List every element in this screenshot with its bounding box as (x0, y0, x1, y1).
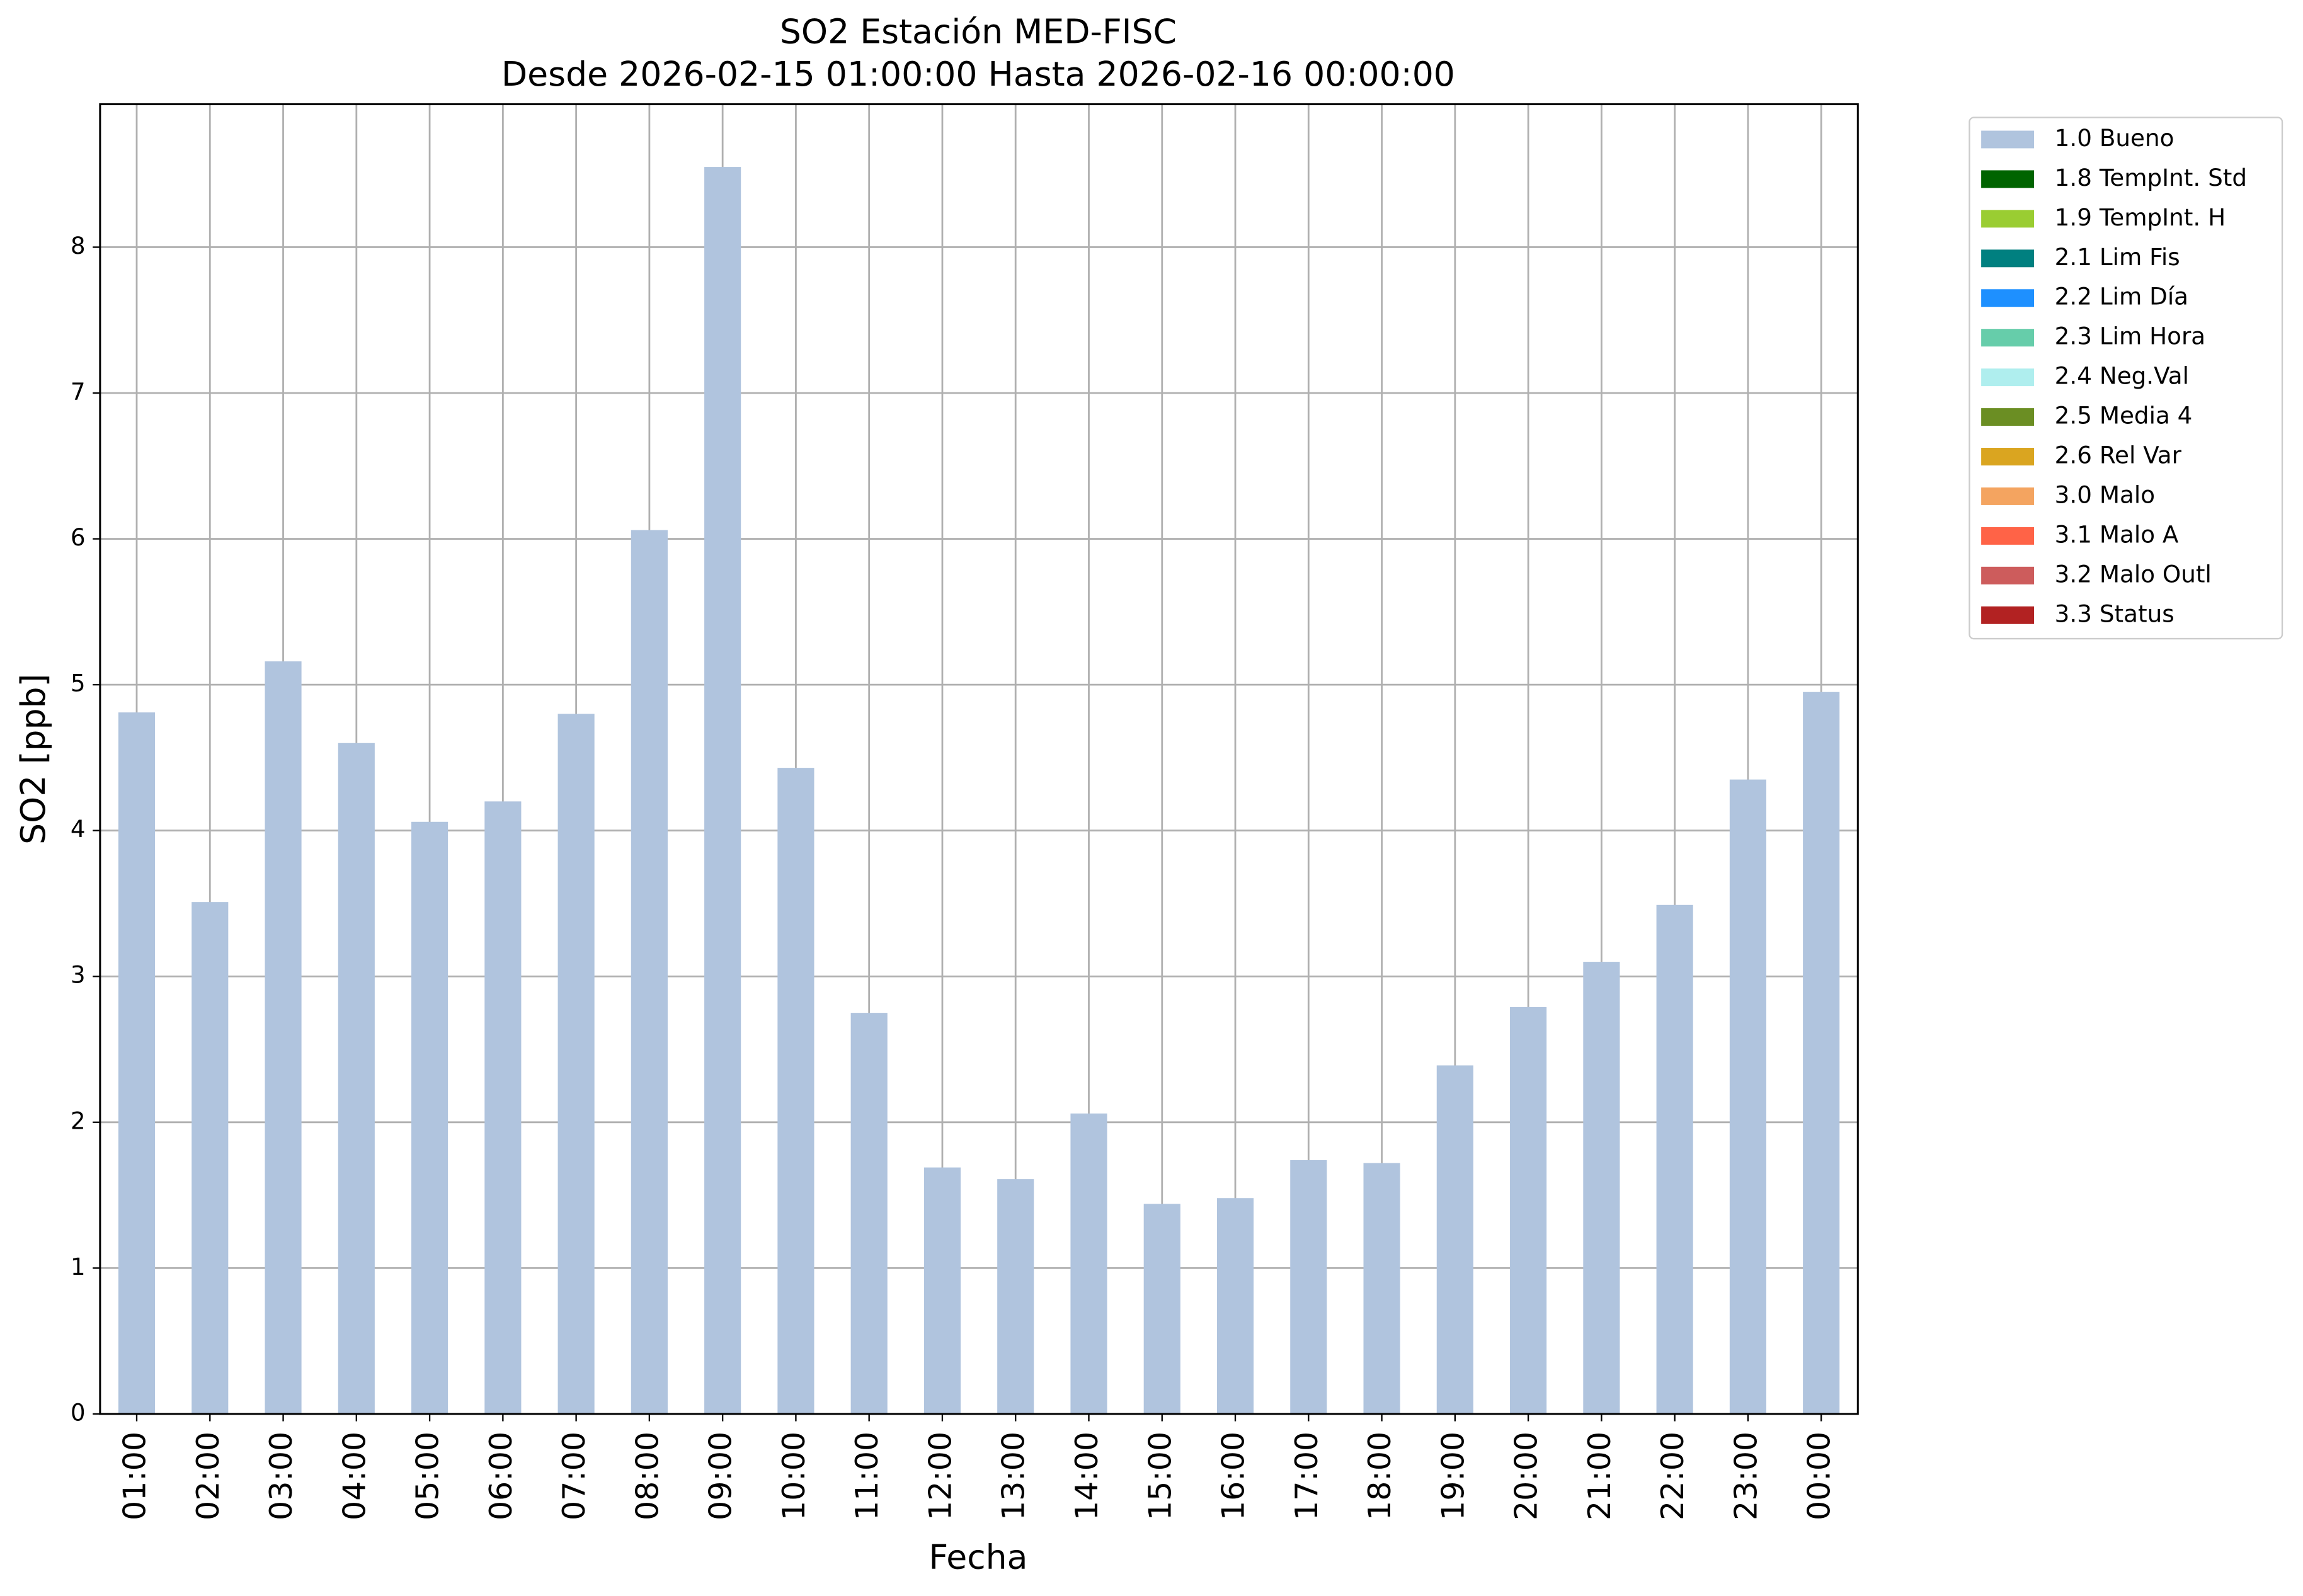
x-tick-label: 06:00 (483, 1432, 519, 1520)
chart-subtitle: Desde 2026-02-15 01:00:00 Hasta 2026-02-… (501, 54, 1455, 94)
legend-label: 2.3 Lim Hora (2055, 322, 2205, 350)
x-tick-label: 22:00 (1655, 1432, 1691, 1520)
legend-swatch (1981, 566, 2035, 584)
y-tick-label: 2 (71, 1107, 86, 1134)
legend-swatch (1981, 368, 2035, 387)
bar (923, 1167, 961, 1414)
y-tick-label: 4 (71, 815, 86, 843)
legend-swatch (1981, 329, 2035, 347)
legend-label: 1.8 TempInt. Std (2055, 164, 2247, 191)
y-tick-label: 0 (71, 1398, 86, 1426)
x-tick-label: 21:00 (1582, 1432, 1618, 1520)
x-tick-label: 09:00 (703, 1432, 739, 1520)
bar (1803, 692, 1840, 1414)
y-tick-label: 1 (71, 1253, 86, 1280)
x-tick-label: 02:00 (190, 1432, 226, 1520)
legend-label: 3.3 Status (2055, 600, 2174, 627)
bar (557, 714, 595, 1414)
bar (484, 801, 522, 1414)
bar (1510, 1006, 1547, 1414)
legend-label: 2.4 Neg.Val (2055, 362, 2189, 390)
y-tick-label: 7 (71, 378, 86, 406)
x-tick-label: 15:00 (1142, 1432, 1178, 1520)
legend-label: 3.0 Malo (2055, 481, 2155, 508)
legend-label: 2.6 Rel Var (2055, 441, 2182, 469)
x-tick-label: 00:00 (1802, 1432, 1837, 1520)
bar (338, 743, 375, 1414)
legend-swatch (1981, 487, 2035, 505)
x-tick-label: 17:00 (1289, 1432, 1325, 1520)
x-tick-label: 01:00 (117, 1432, 153, 1520)
bar (704, 167, 741, 1414)
x-tick-label: 04:00 (336, 1432, 372, 1520)
legend-swatch (1981, 448, 2035, 465)
bar (118, 712, 156, 1414)
legend-swatch (1981, 210, 2035, 228)
legend-swatch (1981, 408, 2035, 426)
bar (997, 1179, 1034, 1414)
x-tick-label: 10:00 (776, 1432, 812, 1520)
x-tick-label: 23:00 (1728, 1432, 1764, 1520)
x-tick-label: 20:00 (1509, 1432, 1545, 1520)
x-tick-label: 16:00 (1216, 1432, 1252, 1520)
bar (1070, 1113, 1107, 1414)
x-axis-label: Fecha (929, 1537, 1027, 1576)
legend-label: 2.1 Lim Fis (2055, 243, 2180, 271)
x-tick-label: 19:00 (1435, 1432, 1471, 1520)
legend-label: 1.0 Bueno (2055, 124, 2174, 152)
x-tick-label: 08:00 (629, 1432, 665, 1520)
legend-swatch (1981, 249, 2035, 268)
y-tick-label: 6 (71, 523, 86, 551)
bar (1216, 1198, 1254, 1414)
y-tick-label: 8 (71, 232, 86, 259)
legend-label: 1.9 TempInt. H (2055, 203, 2226, 231)
bar (777, 768, 814, 1414)
x-tick-label: 14:00 (1069, 1432, 1105, 1520)
bar (1143, 1204, 1180, 1414)
legend-swatch (1981, 527, 2035, 545)
legend-label: 3.2 Malo Outl (2055, 560, 2212, 588)
plot-frame (99, 103, 1859, 1415)
legend-swatch (1981, 606, 2035, 624)
legend-label: 3.1 Malo A (2055, 520, 2179, 548)
legend-swatch (1981, 130, 2035, 149)
x-tick-label: 13:00 (996, 1432, 1032, 1520)
x-tick-label: 11:00 (849, 1432, 885, 1520)
y-tick-label: 5 (71, 670, 86, 697)
x-tick-label: 05:00 (410, 1432, 446, 1520)
legend-swatch (1981, 289, 2035, 307)
x-tick-label: 12:00 (922, 1432, 958, 1520)
bar (1583, 962, 1620, 1414)
bar (1290, 1160, 1327, 1414)
bar (1436, 1065, 1473, 1414)
y-axis-label: SO2 [ppb] (13, 674, 53, 845)
x-tick-label: 07:00 (556, 1432, 592, 1520)
legend-label: 2.5 Media 4 (2055, 402, 2193, 430)
legend-swatch (1981, 170, 2035, 188)
bar (191, 902, 229, 1414)
y-tick-label: 3 (71, 961, 86, 989)
chart-title: SO2 Estación MED-FISC (780, 11, 1177, 51)
legend-label: 2.2 Lim Día (2055, 283, 2188, 311)
bar (631, 530, 668, 1414)
x-tick-label: 03:00 (263, 1432, 299, 1520)
bar (850, 1013, 888, 1414)
bar (1729, 779, 1766, 1414)
bar (1656, 904, 1693, 1414)
bar (411, 821, 449, 1414)
legend-box (1969, 117, 2283, 640)
bar (1363, 1163, 1400, 1414)
x-tick-label: 18:00 (1362, 1432, 1398, 1520)
bar (265, 661, 302, 1414)
